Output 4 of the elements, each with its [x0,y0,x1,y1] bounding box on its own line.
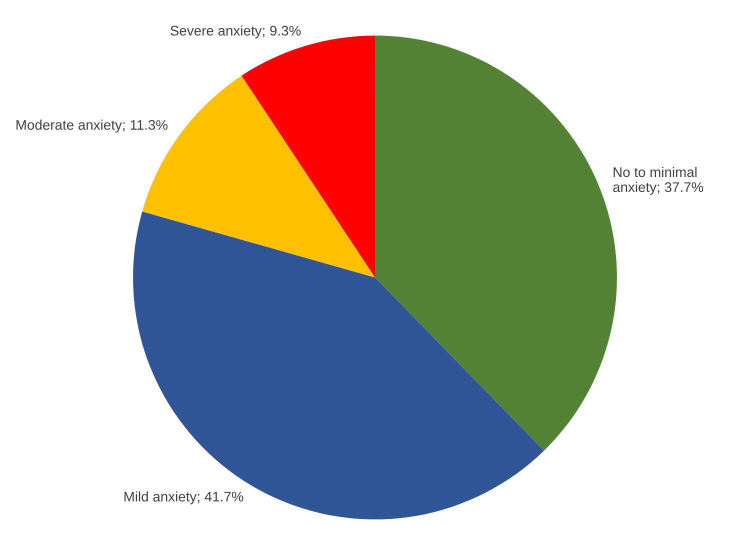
slice-label: No to minimal anxiety; 37.7% [613,166,704,195]
slice-label: Moderate anxiety; 11.3% [16,120,168,133]
slice-label: Severe anxiety; 9.3% [170,25,301,38]
slice-label: Mild anxiety; 41.7% [124,491,244,504]
